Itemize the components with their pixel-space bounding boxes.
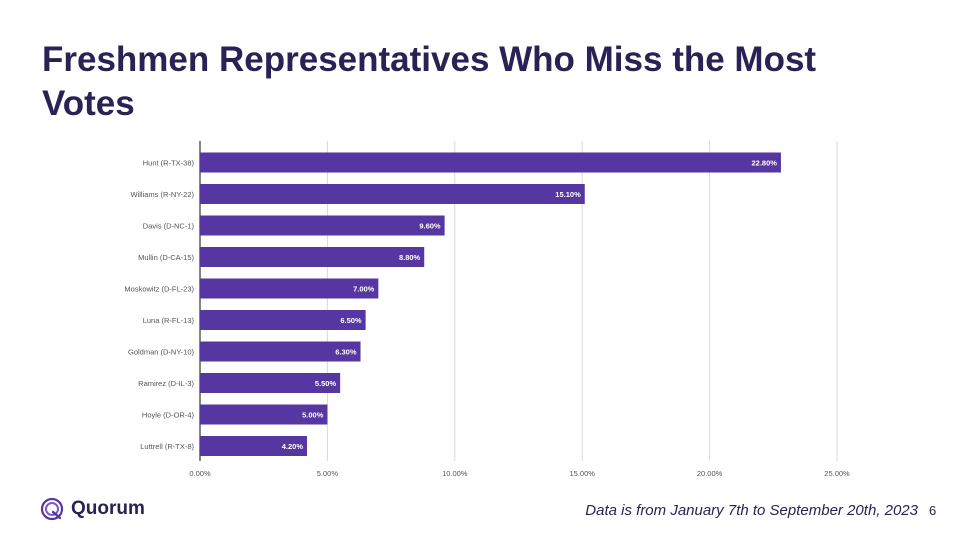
bar bbox=[200, 310, 366, 330]
category-label: Hoyle (D-OR-4) bbox=[142, 411, 195, 420]
bar bbox=[200, 278, 379, 299]
bar bbox=[200, 247, 425, 267]
slide-title: Freshmen Representatives Who Miss the Mo… bbox=[42, 40, 817, 123]
value-label: 6.30% bbox=[335, 348, 357, 357]
x-tick-label: 0.00% bbox=[189, 469, 211, 478]
bar bbox=[200, 404, 328, 425]
value-label: 4.20% bbox=[282, 442, 304, 451]
category-label: Williams (R-NY-22) bbox=[131, 190, 195, 199]
brand-name: Quorum bbox=[71, 498, 145, 519]
value-label: 22.80% bbox=[752, 159, 778, 168]
x-tick-label: 5.00% bbox=[317, 469, 339, 478]
value-label: 6.50% bbox=[340, 316, 362, 325]
x-tick-label: 25.00% bbox=[824, 469, 850, 478]
chart-value-labels: 22.80% 15.10% 9.60% 8.80% 7.00% 6.50% 6.30% 5.5… bbox=[282, 159, 778, 452]
category-label: Luttrell (R-TX-8) bbox=[140, 442, 194, 451]
category-label: Ramirez (D-IL-3) bbox=[138, 379, 194, 388]
category-label: Mullin (D-CA-15) bbox=[138, 253, 194, 262]
brand-logo: Quorum bbox=[40, 497, 145, 521]
category-label: Luna (R-FL-13) bbox=[143, 316, 195, 325]
value-label: 7.00% bbox=[353, 285, 375, 294]
bar bbox=[200, 436, 308, 456]
chart-x-tick-labels: 0.00% 5.00% 10.00% 15.00% 20.00% 25.00% bbox=[189, 469, 850, 478]
category-label: Moskowitz (D-FL-23) bbox=[124, 285, 194, 294]
value-label: 5.00% bbox=[302, 411, 324, 420]
quorum-logo-icon bbox=[40, 497, 64, 521]
bar bbox=[200, 184, 585, 204]
bar bbox=[200, 341, 361, 362]
value-label: 9.60% bbox=[419, 222, 441, 231]
x-tick-label: 20.00% bbox=[697, 469, 723, 478]
value-label: 15.10% bbox=[555, 190, 581, 199]
value-label: 8.80% bbox=[399, 253, 421, 262]
bar bbox=[200, 373, 341, 393]
data-source-note: Data is from January 7th to September 20… bbox=[585, 502, 918, 519]
chart-category-labels: Hunt (R-TX-38) Williams (R-NY-22) Davis (D… bbox=[124, 159, 194, 452]
category-label: Goldman (D-NY-10) bbox=[128, 348, 194, 357]
chart-bars bbox=[200, 152, 781, 456]
x-tick-label: 10.00% bbox=[442, 469, 468, 478]
bar bbox=[200, 152, 781, 173]
x-tick-label: 15.00% bbox=[569, 469, 595, 478]
page-number: 6 bbox=[929, 503, 937, 518]
category-label: Davis (D-NC-1) bbox=[143, 222, 195, 231]
category-label: Hunt (R-TX-38) bbox=[143, 159, 195, 168]
bar bbox=[200, 215, 445, 236]
value-label: 5.50% bbox=[315, 379, 337, 388]
